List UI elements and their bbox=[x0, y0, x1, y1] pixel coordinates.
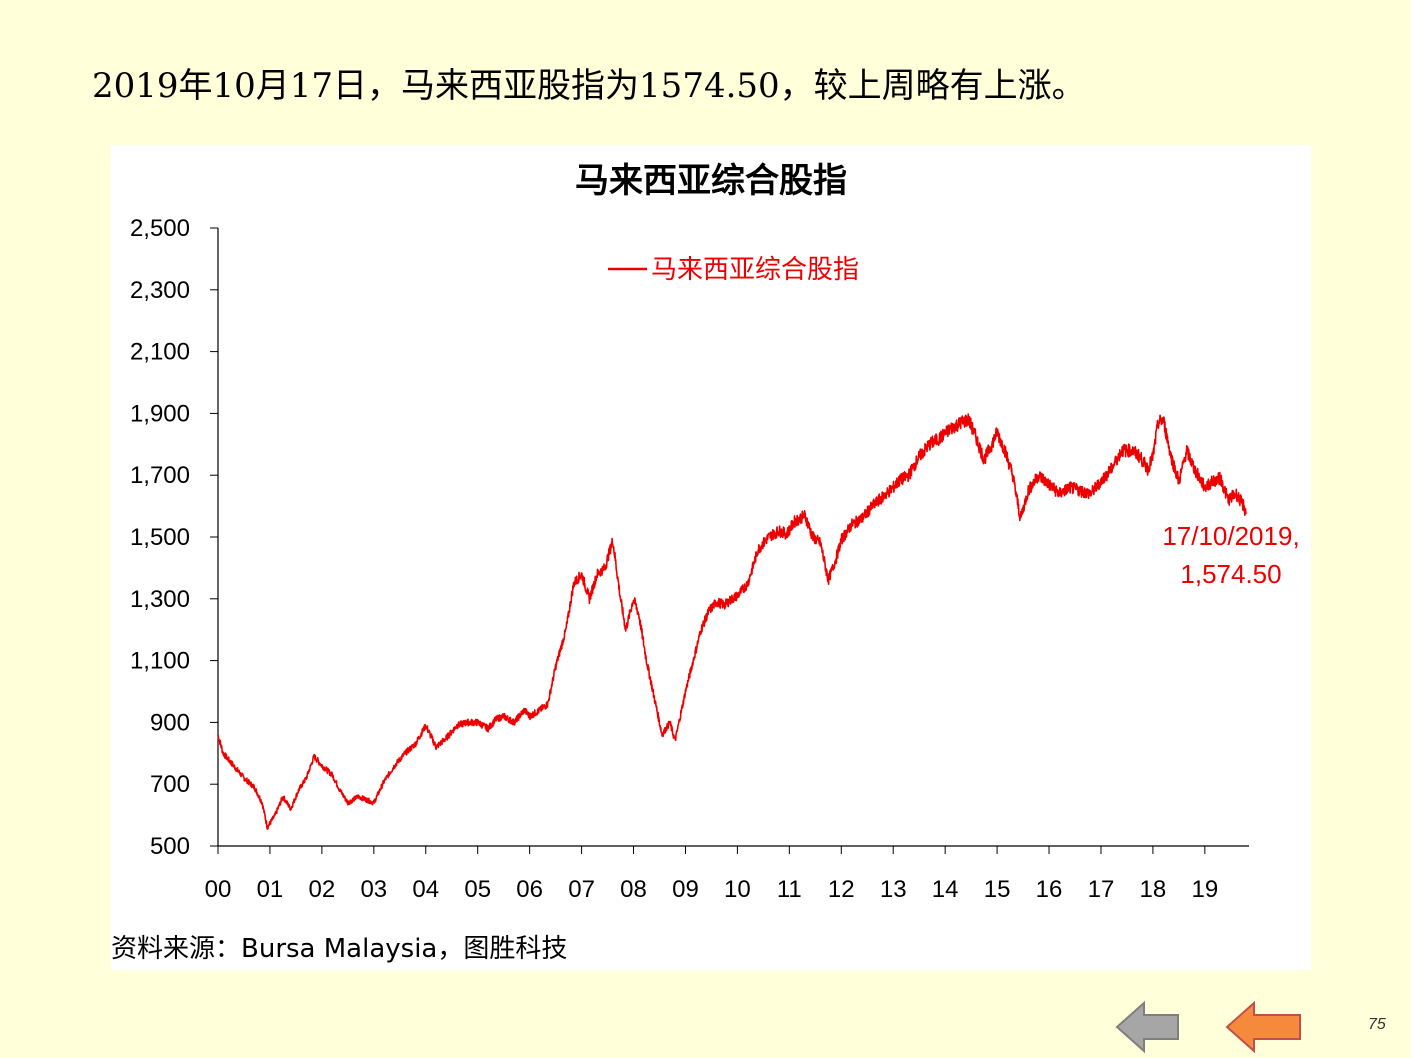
y-tick-label: 1,900 bbox=[130, 400, 190, 427]
x-tick-label: 13 bbox=[880, 876, 907, 903]
back-button[interactable] bbox=[1114, 1000, 1182, 1058]
y-tick-label: 2,300 bbox=[130, 277, 190, 304]
x-tick-label: 19 bbox=[1191, 876, 1218, 903]
x-tick-label: 10 bbox=[724, 876, 751, 903]
x-tick-label: 11 bbox=[777, 876, 802, 903]
left-arrow-icon bbox=[1115, 1000, 1179, 1054]
y-tick-label: 700 bbox=[150, 771, 190, 798]
y-tick-label: 1,300 bbox=[130, 586, 190, 613]
y-tick-label: 1,700 bbox=[130, 462, 190, 489]
x-tick-label: 16 bbox=[1036, 876, 1063, 903]
x-tick-label: 17 bbox=[1088, 876, 1115, 903]
headline: 2019年10月17日，马来西亚股指为1574.50，较上周略有上涨。 bbox=[92, 66, 1086, 106]
y-tick-label: 2,100 bbox=[130, 339, 190, 366]
left-arrow-icon bbox=[1225, 1000, 1301, 1054]
x-tick-label: 01 bbox=[257, 876, 284, 903]
x-tick-label: 15 bbox=[984, 876, 1011, 903]
x-tick-label: 03 bbox=[360, 876, 387, 903]
x-tick-label: 04 bbox=[412, 876, 439, 903]
series-line bbox=[217, 413, 1247, 830]
page-number: 75 bbox=[1368, 1016, 1386, 1033]
x-tick-label: 14 bbox=[932, 876, 959, 903]
forward-button[interactable] bbox=[1224, 1000, 1304, 1058]
x-tick-label: 05 bbox=[464, 876, 491, 903]
x-tick-label: 06 bbox=[516, 876, 543, 903]
annotation-date: 17/10/2019, bbox=[1162, 521, 1299, 551]
line-chart: 马来西亚综合股指 2,500 2,300 2,100 1,900 1,700 1,500 1,… bbox=[111, 161, 1300, 964]
y-tick-label: 2,500 bbox=[130, 215, 190, 242]
chart-title: 马来西亚综合股指 bbox=[575, 161, 847, 201]
x-tick-label: 08 bbox=[620, 876, 647, 903]
y-tick-label: 1,500 bbox=[130, 524, 190, 551]
x-tick-label: 09 bbox=[672, 876, 699, 903]
y-tick-label: 900 bbox=[150, 709, 190, 736]
y-tick-label: 1,100 bbox=[130, 648, 190, 675]
x-tick-label: 02 bbox=[309, 876, 336, 903]
x-tick-label: 12 bbox=[828, 876, 855, 903]
chart-panel: 马来西亚综合股指 2,500 2,300 2,100 1,900 1,700 1,500 1,… bbox=[111, 145, 1311, 970]
y-tick-label: 500 bbox=[150, 833, 190, 860]
x-tick-label: 07 bbox=[568, 876, 595, 903]
source-note: 资料来源：Bursa Malaysia，图胜科技 bbox=[111, 934, 567, 964]
annotation-value: 1,574.50 bbox=[1180, 559, 1281, 589]
x-tick-label: 18 bbox=[1140, 876, 1167, 903]
x-tick-label: 00 bbox=[205, 876, 232, 903]
legend-label: 马来西亚综合股指 bbox=[651, 255, 859, 285]
